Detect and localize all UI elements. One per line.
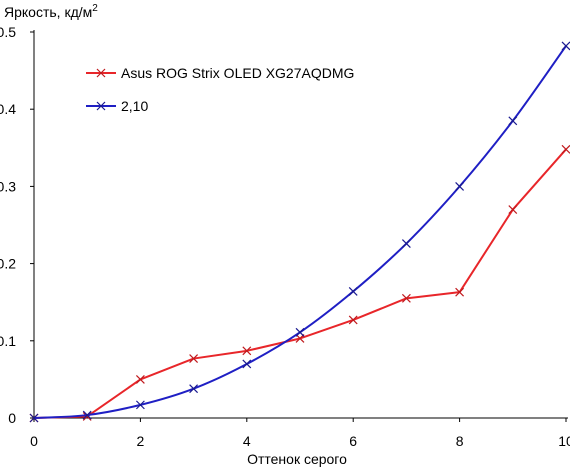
data-point: [135, 374, 145, 384]
data-point: [82, 410, 92, 420]
data-point: [348, 315, 358, 325]
series-line-1: [33, 148, 567, 419]
data-point: [348, 286, 358, 296]
data-point: [189, 354, 199, 363]
data-point: [401, 239, 411, 248]
x-tick-label: 10: [558, 433, 570, 449]
data-point: [242, 346, 252, 356]
x-axis-title: Оттенок серого: [247, 451, 347, 467]
legend-label: Asus ROG Strix OLED XG27AQDMG: [121, 65, 354, 81]
axes: [33, 30, 568, 419]
data-point: [189, 384, 199, 394]
y-tick-label: 0.1: [0, 333, 16, 349]
legend: Asus ROG Strix OLED XG27AQDMG 2,10: [86, 65, 354, 114]
data-point: [401, 293, 411, 303]
x-tick-label: 0: [30, 433, 38, 449]
y-axis-title-superscript: 2: [92, 3, 98, 14]
series-line-2: [33, 45, 567, 419]
x-tick-labels: 0 2 4 6 8 10: [30, 418, 570, 449]
y-axis-title-text: Яркость, кд/м: [4, 4, 92, 20]
data-point: [508, 205, 518, 214]
series-2: [29, 41, 570, 423]
legend-marker: [96, 68, 106, 78]
y-axis-title: Яркость, кд/м2: [4, 3, 98, 20]
data-point: [242, 359, 252, 369]
x-tick-label: 6: [349, 433, 357, 449]
data-point: [561, 41, 570, 51]
data-point: [508, 116, 518, 126]
data-point: [561, 144, 570, 154]
y-tick-label: 0.2: [0, 256, 16, 272]
data-point: [135, 400, 145, 410]
y-tick-label: 0.4: [0, 101, 16, 117]
series-layer: [29, 41, 570, 423]
data-point: [455, 181, 465, 191]
data-point: [455, 287, 465, 297]
legend-marker: [96, 101, 106, 111]
data-point: [29, 413, 39, 423]
y-tick-label: 0.3: [0, 178, 16, 194]
y-tick-label: 0: [8, 410, 16, 426]
x-tick-label: 2: [137, 433, 145, 449]
y-tick-label: 0.5: [0, 24, 16, 40]
x-tick-label: 8: [456, 433, 464, 449]
data-point: [295, 327, 305, 337]
x-tick-label: 4: [243, 433, 251, 449]
y-tick-labels: 0 0.1 0.2 0.3 0.4 0.5: [0, 24, 34, 426]
series-1: [29, 144, 570, 423]
legend-item-2: 2,10: [86, 98, 148, 114]
legend-item-1: Asus ROG Strix OLED XG27AQDMG: [86, 65, 354, 81]
legend-label: 2,10: [121, 98, 148, 114]
